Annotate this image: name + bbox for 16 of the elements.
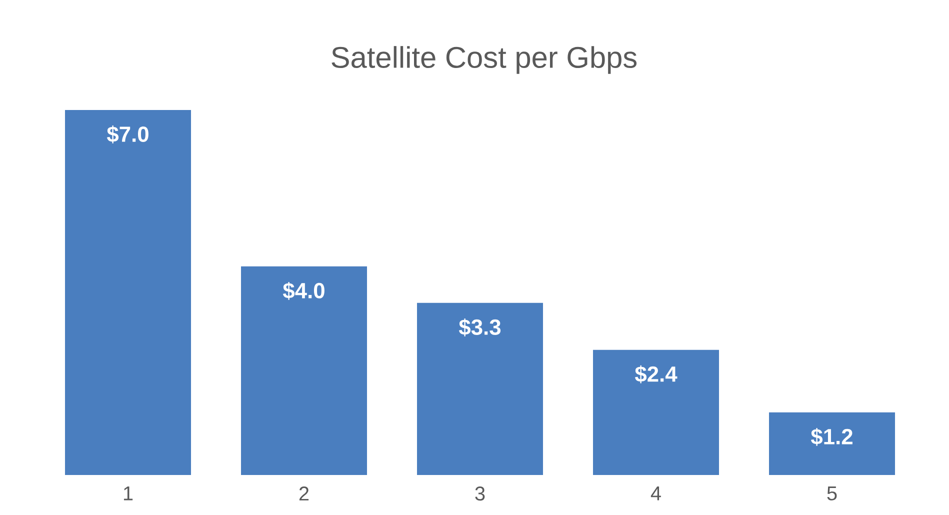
x-tick-label: 2 xyxy=(299,486,309,500)
bar xyxy=(241,266,368,475)
data-label: $7.0 xyxy=(106,126,148,144)
x-tick-label: 4 xyxy=(650,486,661,500)
bar xyxy=(593,350,720,475)
x-tick-label: 1 xyxy=(124,486,133,500)
data-label: $3.3 xyxy=(458,318,501,336)
x-tick-label: 5 xyxy=(827,486,837,500)
data-label: $2.4 xyxy=(634,365,678,384)
bar xyxy=(65,110,192,475)
data-label: $1.2 xyxy=(810,428,852,446)
chart-title: Satellite Cost per Gbps xyxy=(332,46,637,74)
x-tick-label: 3 xyxy=(475,486,485,501)
data-label: $4.0 xyxy=(282,282,324,300)
bar xyxy=(417,302,544,475)
bar xyxy=(769,412,896,475)
